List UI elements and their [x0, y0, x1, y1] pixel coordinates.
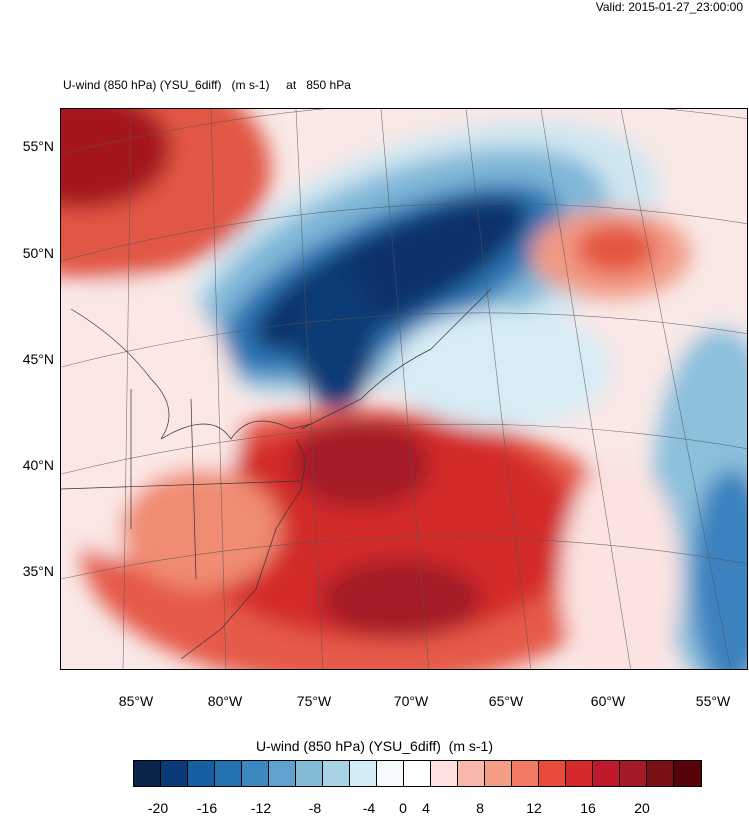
colorbar-swatch	[458, 761, 485, 786]
lat-label-45n: 45°N	[22, 351, 54, 367]
colorbar-label: 0	[399, 800, 407, 816]
map-panel	[60, 108, 748, 670]
colorbar-label: -8	[308, 800, 322, 816]
colorbar-swatch	[215, 761, 242, 786]
colorbar-swatch	[485, 761, 512, 786]
colorbar	[133, 760, 702, 787]
colorbar-swatch	[431, 761, 458, 786]
colorbar-swatch	[269, 761, 296, 786]
colorbar-swatch	[566, 761, 593, 786]
colorbar-swatch	[134, 761, 161, 786]
lat-label-55n: 55°N	[22, 138, 54, 154]
lat-label-35n: 35°N	[22, 563, 54, 579]
lon-label-80w: 80°W	[207, 693, 243, 709]
colorbar-swatch	[242, 761, 269, 786]
colorbar-swatch	[296, 761, 323, 786]
colorbar-swatch	[404, 761, 431, 786]
lat-label-40n: 40°N	[22, 457, 54, 473]
valid-time-label: Valid: 2015-01-27_23:00:00	[595, 0, 743, 14]
colorbar-swatch	[674, 761, 701, 786]
plot-title: U-wind (850 hPa) (YSU_6diff) (m s-1) at …	[63, 78, 351, 92]
colorbar-label: -12	[250, 800, 272, 816]
lon-label-70w: 70°W	[393, 693, 429, 709]
graticule	[61, 109, 747, 669]
colorbar-swatch	[161, 761, 188, 786]
lon-label-65w: 65°W	[488, 693, 524, 709]
colorbar-swatch	[647, 761, 674, 786]
colorbar-swatch	[188, 761, 215, 786]
colorbar-label: 20	[634, 800, 650, 816]
colorbar-swatch	[323, 761, 350, 786]
colorbar-label: -20	[147, 800, 169, 816]
colorbar-label: 12	[526, 800, 542, 816]
colorbar-label: 8	[476, 800, 484, 816]
colorbar-swatch	[350, 761, 377, 786]
colorbar-swatch	[593, 761, 620, 786]
colorbar-swatch	[539, 761, 566, 786]
southern-positive-region	[181, 419, 581, 639]
colorbar-swatch	[620, 761, 647, 786]
colorbar-title: U-wind (850 hPa) (YSU_6diff) (m s-1)	[255, 738, 494, 754]
colorbar-swatch	[512, 761, 539, 786]
lon-label-85w: 85°W	[118, 693, 154, 709]
coastlines	[61, 288, 492, 660]
colorbar-label: 16	[580, 800, 596, 816]
lon-label-60w: 60°W	[590, 693, 626, 709]
colorbar-label: -16	[196, 800, 218, 816]
lat-label-50n: 50°N	[22, 245, 54, 261]
lon-label-75w: 75°W	[296, 693, 332, 709]
colorbar-swatch	[377, 761, 404, 786]
wind-field-map	[61, 109, 747, 669]
colorbar-label: 4	[422, 800, 430, 816]
colorbar-label: -4	[362, 800, 376, 816]
lon-label-55w: 55°W	[695, 693, 731, 709]
